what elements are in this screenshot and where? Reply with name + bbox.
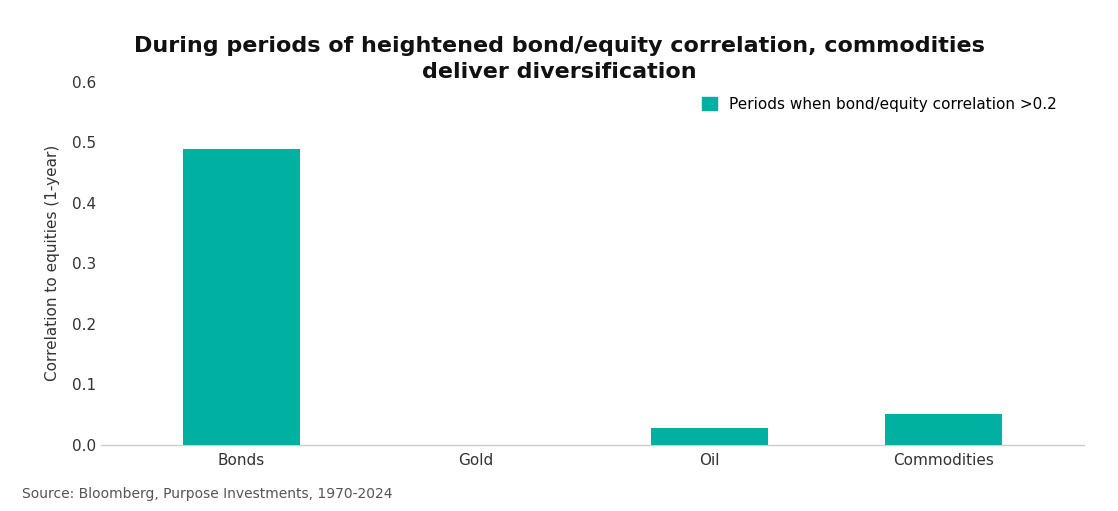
Text: During periods of heightened bond/equity correlation, commodities
deliver divers: During periods of heightened bond/equity…: [133, 36, 985, 82]
Y-axis label: Correlation to equities (1-year): Correlation to equities (1-year): [46, 145, 60, 381]
Bar: [182, 150, 300, 445]
Legend: Periods when bond/equity correlation >0.2: Periods when bond/equity correlation >0.…: [702, 97, 1058, 112]
Bar: [885, 414, 1003, 445]
Bar: [651, 428, 768, 445]
Text: Source: Bloomberg, Purpose Investments, 1970-2024: Source: Bloomberg, Purpose Investments, …: [22, 487, 392, 501]
